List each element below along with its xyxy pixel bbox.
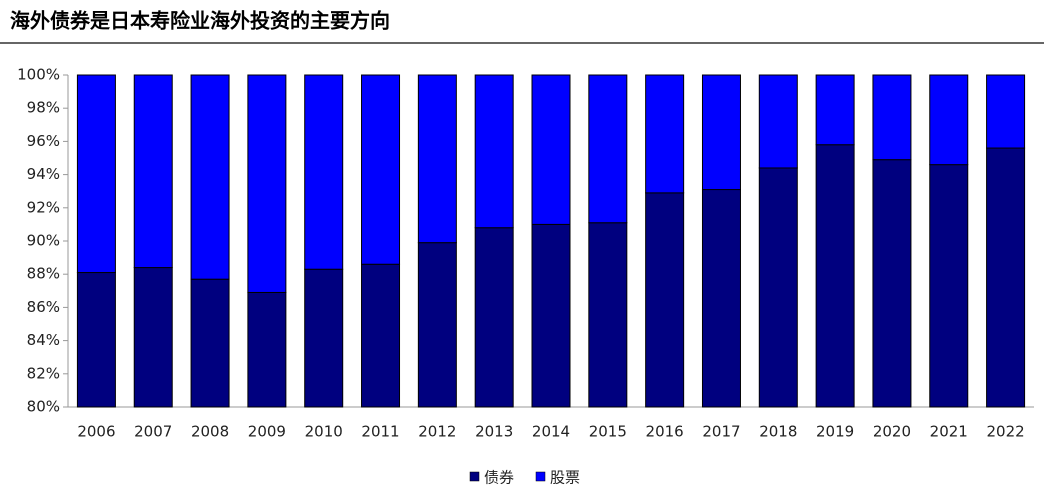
bar [986,74,1026,149]
bar [76,272,116,408]
x-tick-label: 2019 [816,423,854,441]
bar [872,74,912,161]
y-tick-label: 86% [27,298,60,316]
bar [929,74,969,166]
bar [986,147,1026,408]
bar [815,144,855,408]
bar [474,74,514,229]
bar [304,268,344,408]
y-tick-label: 98% [27,99,60,117]
bar [929,164,969,408]
y-tick-label: 90% [27,232,60,250]
y-tick-label: 84% [27,331,60,349]
bar [645,74,685,194]
x-tick-label: 2017 [702,423,740,441]
bar [304,74,344,270]
y-tick-label: 94% [27,165,60,183]
bar [361,263,401,408]
bar [417,74,457,244]
legend-label: 债券 [484,469,514,487]
x-tick-label: 2011 [361,423,399,441]
y-tick-label: 88% [27,265,60,283]
legend-swatch [535,471,546,482]
bar [474,227,514,408]
x-tick-label: 2022 [986,423,1024,441]
legend-swatch [469,471,480,482]
y-tick-label: 82% [27,364,60,382]
x-tick-label: 2008 [191,423,229,441]
bar [76,74,116,274]
x-tick-label: 2012 [418,423,456,441]
legend-label: 股票 [550,469,580,487]
x-tick-label: 2016 [646,423,684,441]
x-tick-label: 2021 [930,423,968,441]
bar [872,159,912,408]
x-tick-label: 2018 [759,423,797,441]
x-tick-label: 2009 [248,423,286,441]
bar [645,192,685,408]
y-tick-label: 92% [27,198,60,216]
x-tick-label: 2006 [77,423,115,441]
x-tick-label: 2010 [305,423,343,441]
y-tick-label: 80% [27,398,60,416]
bar [701,74,741,191]
bar [758,74,798,169]
chart-title: 海外债券是日本寿险业海外投资的主要方向 [10,9,390,33]
bar [190,278,230,408]
bar [417,242,457,408]
x-tick-label: 2015 [589,423,627,441]
bar [531,74,571,225]
bar [190,74,230,280]
bar [531,223,571,408]
bar [815,74,855,146]
bar [588,222,628,408]
x-tick-label: 2014 [532,423,570,441]
bar [361,74,401,265]
x-tick-label: 2013 [475,423,513,441]
y-tick-label: 100% [17,66,60,84]
bar [758,167,798,408]
bar [588,74,628,224]
bar [247,291,287,408]
bar [247,74,287,293]
bar [133,267,173,408]
x-tick-label: 2020 [873,423,911,441]
y-tick-label: 96% [27,132,60,150]
x-tick-label: 2007 [134,423,172,441]
bar [701,189,741,408]
bar [133,74,173,269]
